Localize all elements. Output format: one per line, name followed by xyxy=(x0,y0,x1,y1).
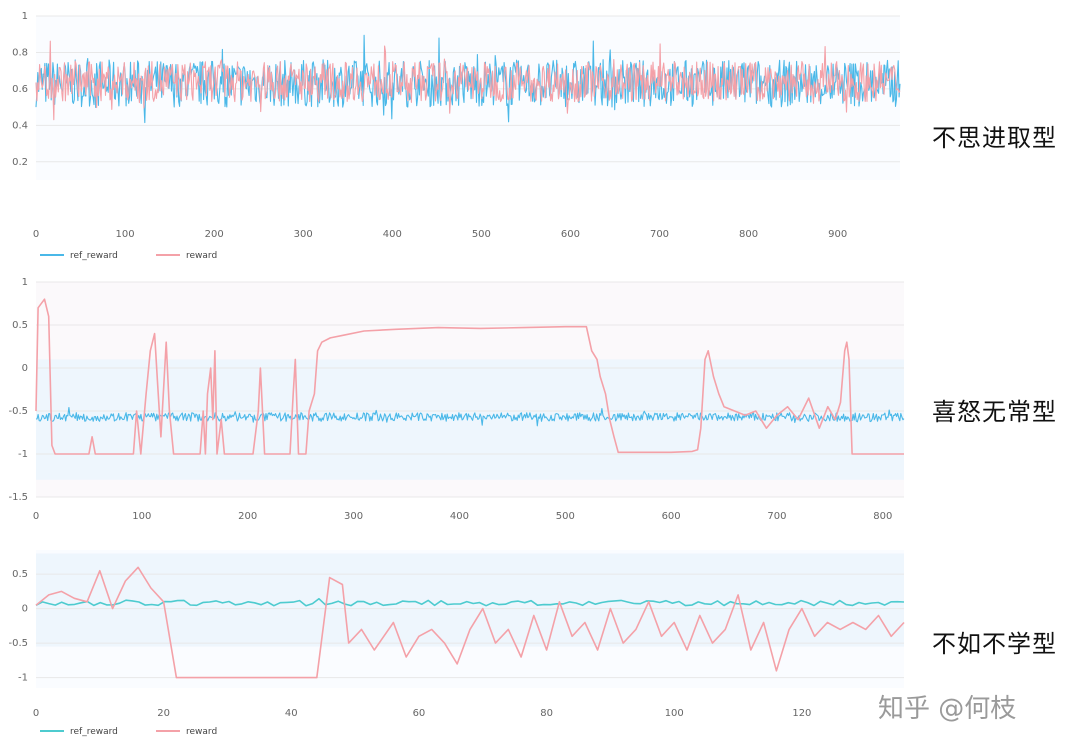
y-tick-label: 0.4 xyxy=(12,120,28,131)
x-tick-label: 300 xyxy=(344,511,363,522)
x-tick-label: 300 xyxy=(294,229,313,240)
x-tick-label: 60 xyxy=(413,708,426,719)
x-tick-label: 40 xyxy=(285,708,298,719)
x-tick-label: 100 xyxy=(132,511,151,522)
y-tick-label: 0.2 xyxy=(12,157,28,168)
y-tick-label: -1.5 xyxy=(8,492,28,503)
x-tick-label: 20 xyxy=(157,708,170,719)
chart-2: -1.5 -1 -0.5 0 0.5 1 0 100 200 300 400 500 600 700 800 xyxy=(8,277,905,522)
series-reward xyxy=(35,40,901,121)
x-tick-label: 700 xyxy=(767,511,786,522)
chart-1: 0.2 0.4 0.6 0.8 1 0 100 200 300 400 500 600 700 800 90… xyxy=(12,11,901,261)
series-reward xyxy=(35,298,904,455)
x-tick-label: 400 xyxy=(450,511,469,522)
series-reward xyxy=(35,566,905,679)
x-tick-label: 0 xyxy=(33,229,39,240)
y-tick-label: -0.5 xyxy=(8,638,28,649)
y-tick-label: -1 xyxy=(18,449,28,460)
x-tick-label: 900 xyxy=(828,229,847,240)
x-tick-label: 500 xyxy=(556,511,575,522)
y-tick-label: 1 xyxy=(22,11,28,22)
x-tick-label: 800 xyxy=(739,229,758,240)
x-tick-label: 100 xyxy=(665,708,684,719)
legend-label: ref_reward xyxy=(70,727,118,737)
y-tick-label: 0 xyxy=(22,604,28,615)
x-tick-label: 200 xyxy=(205,229,224,240)
ref-reward-band xyxy=(36,359,904,480)
y-tick-label: -0.5 xyxy=(8,406,28,417)
x-tick-label: 0 xyxy=(33,511,39,522)
legend-label: ref_reward xyxy=(70,251,118,261)
x-tick-label: 600 xyxy=(662,511,681,522)
y-tick-label: 1 xyxy=(22,277,28,288)
x-tick-label: 700 xyxy=(650,229,669,240)
legend-label: reward xyxy=(186,251,217,261)
zhihu-watermark: 知乎 @何枝 xyxy=(878,694,1017,724)
y-tick-label: 0.6 xyxy=(12,84,28,95)
x-tick-label: 0 xyxy=(33,708,39,719)
y-tick-label: 0.5 xyxy=(12,569,28,580)
y-tick-label: -1 xyxy=(18,673,28,684)
x-tick-label: 200 xyxy=(238,511,257,522)
x-tick-label: 800 xyxy=(873,511,892,522)
chart-3: -1 -0.5 0 0.5 0 20 40 60 80 100 120 ref_reward rewar… xyxy=(8,550,905,737)
x-tick-label: 80 xyxy=(540,708,553,719)
x-tick-label: 120 xyxy=(792,708,811,719)
legend-label: reward xyxy=(186,727,217,737)
y-tick-label: 0.8 xyxy=(12,47,28,58)
chart3-side-label: 不如不学型 xyxy=(932,630,1057,658)
chart1-side-label: 不思进取型 xyxy=(932,124,1057,152)
series-ref-reward xyxy=(35,597,905,607)
chart2-side-label: 喜怒无常型 xyxy=(932,398,1057,426)
ref-reward-band xyxy=(36,553,904,647)
x-tick-label: 600 xyxy=(561,229,580,240)
y-tick-label: 0 xyxy=(22,363,28,374)
x-tick-label: 400 xyxy=(383,229,402,240)
x-tick-label: 100 xyxy=(116,229,135,240)
x-tick-label: 500 xyxy=(472,229,491,240)
y-tick-label: 0.5 xyxy=(12,320,28,331)
